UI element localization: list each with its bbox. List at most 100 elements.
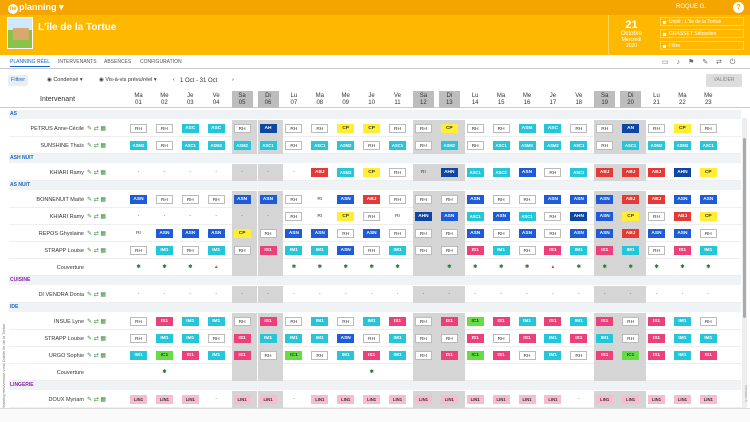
shift-cell[interactable]: IC1 [622,351,640,360]
shift-cell[interactable]: ASN [466,195,484,204]
scrollbar-thumb[interactable] [743,138,746,318]
shift-cell[interactable]: RH [570,351,588,360]
employee-name[interactable]: DI VENDRA Donia [38,292,84,298]
shift-cell[interactable]: CP [699,212,717,221]
shift-cell[interactable]: IS1 [596,317,614,326]
vis-a-vis-toggle[interactable]: ◉ Vis-à-vis prévu/réel ▾ [99,77,157,83]
shift-cell[interactable]: RH [596,124,614,133]
shift-cell[interactable]: IM1 [181,317,199,326]
shift-cell[interactable]: CP [233,229,251,238]
shift-cell[interactable]: RH [259,229,277,238]
shift-cell[interactable]: - [267,170,269,175]
employee-name[interactable]: Couverture [56,265,84,271]
shift-cell[interactable]: - [163,214,166,219]
shift-cell[interactable]: IM1 [544,351,562,360]
shift-cell[interactable]: LIN1 [518,395,536,404]
shift-cell[interactable]: IC1 [285,351,303,360]
shift-cell[interactable]: IS1 [648,351,665,360]
shift-cell[interactable]: ASN [596,212,614,221]
shift-cell[interactable]: IM1 [518,317,536,326]
shift-cell[interactable]: ASN [155,229,173,238]
shift-cell[interactable]: - [267,292,269,297]
shift-cell[interactable]: IM1 [363,317,381,326]
shift-cell[interactable]: ASC1 [570,168,588,177]
shift-cell[interactable]: RH [440,246,458,255]
shift-cell[interactable]: - [500,292,502,297]
shift-cell[interactable]: ASN [285,229,303,238]
shift-cell[interactable]: RH [389,124,406,133]
shift-cell[interactable]: ABJ [648,168,665,177]
shift-cell[interactable]: ASN [207,229,225,238]
shift-cell[interactable]: LIN1 [337,395,355,404]
shift-cell[interactable]: - [163,292,166,297]
shift-cell[interactable]: ASM2 [648,141,665,150]
shift-cell[interactable]: RH [544,229,562,238]
shift-cell[interactable]: - [293,170,295,175]
employee-name[interactable]: SUNSHINE Thaïs [40,143,84,149]
shift-cell[interactable]: - [241,214,243,219]
shift-cell[interactable]: ASN [130,195,147,204]
shift-cell[interactable]: - [267,214,269,219]
shift-cell[interactable]: IM1 [570,246,588,255]
shift-cell[interactable]: IM1 [155,246,173,255]
shift-cell[interactable]: RH [414,141,432,150]
shift-cell[interactable]: LIN1 [233,395,251,404]
shift-cell[interactable]: RH [130,124,147,133]
shift-cell[interactable]: IS1 [570,334,588,343]
shift-cell[interactable]: LIN1 [259,395,277,404]
shift-cell[interactable]: IM1 [285,246,303,255]
shift-cell[interactable]: RH [285,141,303,150]
shift-cell[interactable]: IS1 [544,246,562,255]
shift-cell[interactable]: - [448,292,451,297]
shift-cell[interactable]: CP [337,124,355,133]
shift-cell[interactable]: - [215,292,217,297]
shift-cell[interactable]: RI [317,197,323,202]
employee-name[interactable]: REPOS Ghyslaine [38,231,84,237]
row-actions-icon[interactable]: ✎ ⇄ ▦ [87,292,107,298]
shift-cell[interactable]: RH [414,334,432,343]
tab-planning-reel[interactable]: Planning réel [10,59,51,67]
shift-cell[interactable]: RI [136,231,141,236]
shift-cell[interactable]: RH [233,246,251,255]
shift-cell[interactable]: IM1 [596,334,614,343]
shift-cell[interactable]: LIN1 [389,395,406,404]
shift-cell[interactable]: ASM2 [337,168,355,177]
shift-cell[interactable]: RH [285,124,303,133]
shift-cell[interactable]: LIN1 [492,395,510,404]
shift-cell[interactable]: ASN [337,246,355,255]
shift-cell[interactable]: IS1 [155,317,173,326]
shift-cell[interactable]: - [526,292,528,297]
shift-cell[interactable]: IS1 [648,317,665,326]
shift-cell[interactable]: RH [648,212,665,221]
shift-cell[interactable]: RH [233,317,251,326]
shift-cell[interactable]: AHN [570,212,588,221]
shift-cell[interactable]: IM1 [285,334,303,343]
shift-cell[interactable]: IS1 [440,351,458,360]
shift-cell[interactable]: RH [363,212,381,221]
shift-cell[interactable]: ASN [492,212,510,221]
shift-cell[interactable]: RH [570,124,588,133]
shift-cell[interactable]: IM1 [259,334,277,343]
shift-cell[interactable]: IS1 [389,317,406,326]
shift-cell[interactable]: - [215,214,217,219]
shift-cell[interactable]: RI [420,170,426,175]
shift-cell[interactable]: LIN1 [363,395,381,404]
shift-cell[interactable]: LIN1 [130,395,147,404]
shift-cell[interactable]: LIN1 [596,395,614,404]
shift-cell[interactable]: - [681,292,684,297]
filter-button[interactable]: Filtrer [8,75,29,86]
shift-cell[interactable]: IM1 [699,246,717,255]
shift-cell[interactable]: RH [363,334,381,343]
shift-cell[interactable]: RH [544,168,562,177]
condensed-toggle[interactable]: ◉ Condensé ▾ [47,77,83,83]
shift-cell[interactable]: RH [648,246,665,255]
employee-name[interactable]: URGO Sophie [48,353,84,359]
shift-cell[interactable]: ABJ [622,229,640,238]
row-actions-icon[interactable]: ✎ ⇄ ▦ [87,336,107,342]
shift-cell[interactable]: RH [337,229,355,238]
shift-cell[interactable]: ASN [570,229,588,238]
shift-cell[interactable]: ASM2 [130,141,147,150]
shift-cell[interactable]: - [655,292,658,297]
shift-cell[interactable]: - [318,292,321,297]
row-actions-icon[interactable]: ✎ ⇄ ▦ [87,319,107,325]
